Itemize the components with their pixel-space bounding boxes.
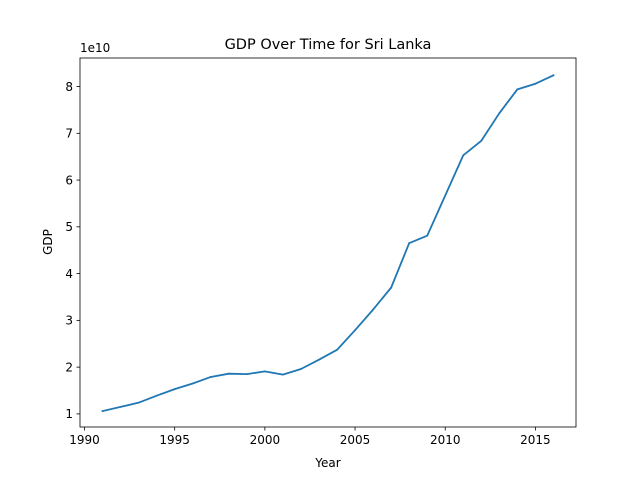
gdp-data-point bbox=[300, 368, 302, 370]
gdp-data-point bbox=[444, 194, 447, 197]
y-axis-offset-label: 1e10 bbox=[80, 41, 110, 55]
gdp-data-point bbox=[227, 372, 230, 375]
gdp-data-point bbox=[480, 139, 483, 142]
y-tick-label: 6 bbox=[65, 173, 73, 187]
y-tick-label: 8 bbox=[65, 80, 73, 94]
gdp-data-point bbox=[390, 286, 393, 289]
gdp-data-point bbox=[426, 234, 429, 237]
gdp-data-point bbox=[516, 88, 519, 91]
gdp-data-point bbox=[137, 401, 140, 404]
x-axis-label: Year bbox=[314, 456, 340, 470]
y-tick-label: 2 bbox=[65, 360, 73, 374]
x-tick-label: 1990 bbox=[69, 433, 100, 447]
gdp-data-point bbox=[318, 358, 320, 361]
y-tick-label: 4 bbox=[65, 267, 73, 281]
y-tick-label: 7 bbox=[65, 127, 73, 141]
gdp-data-point bbox=[498, 112, 501, 115]
plot-frame bbox=[79, 57, 577, 428]
gdp-data-point bbox=[462, 154, 465, 157]
x-tick-label: 2015 bbox=[520, 433, 551, 447]
x-tick-label: 2005 bbox=[340, 433, 371, 447]
gdp-data-point bbox=[552, 74, 555, 77]
gdp-data-point bbox=[155, 394, 158, 397]
gdp-data-point bbox=[191, 382, 194, 385]
gdp-data-point bbox=[336, 348, 338, 351]
x-tick-label: 1995 bbox=[159, 433, 190, 447]
gdp-data-point bbox=[245, 373, 248, 376]
gdp-data-point bbox=[173, 388, 176, 391]
gdp-data-point bbox=[354, 329, 356, 332]
gdp-data-point bbox=[408, 242, 411, 245]
x-tick-label: 2000 bbox=[250, 433, 281, 447]
y-axis-label: GDP bbox=[41, 229, 55, 255]
gdp-data-point bbox=[119, 405, 122, 408]
gdp-data-point bbox=[372, 308, 374, 311]
gdp-data-point bbox=[263, 370, 266, 373]
gdp-data-point bbox=[101, 410, 104, 412]
gdp-data-point bbox=[534, 82, 537, 85]
x-tick-label: 2010 bbox=[430, 433, 461, 447]
y-tick-label: 1 bbox=[65, 407, 73, 421]
y-tick-label: 5 bbox=[65, 220, 73, 234]
gdp-data-point bbox=[282, 373, 284, 376]
chart-title: GDP Over Time for Sri Lanka bbox=[225, 37, 432, 53]
gdp-series-line bbox=[101, 74, 555, 413]
y-tick-label: 3 bbox=[65, 314, 73, 328]
gdp-data-point bbox=[209, 376, 212, 378]
